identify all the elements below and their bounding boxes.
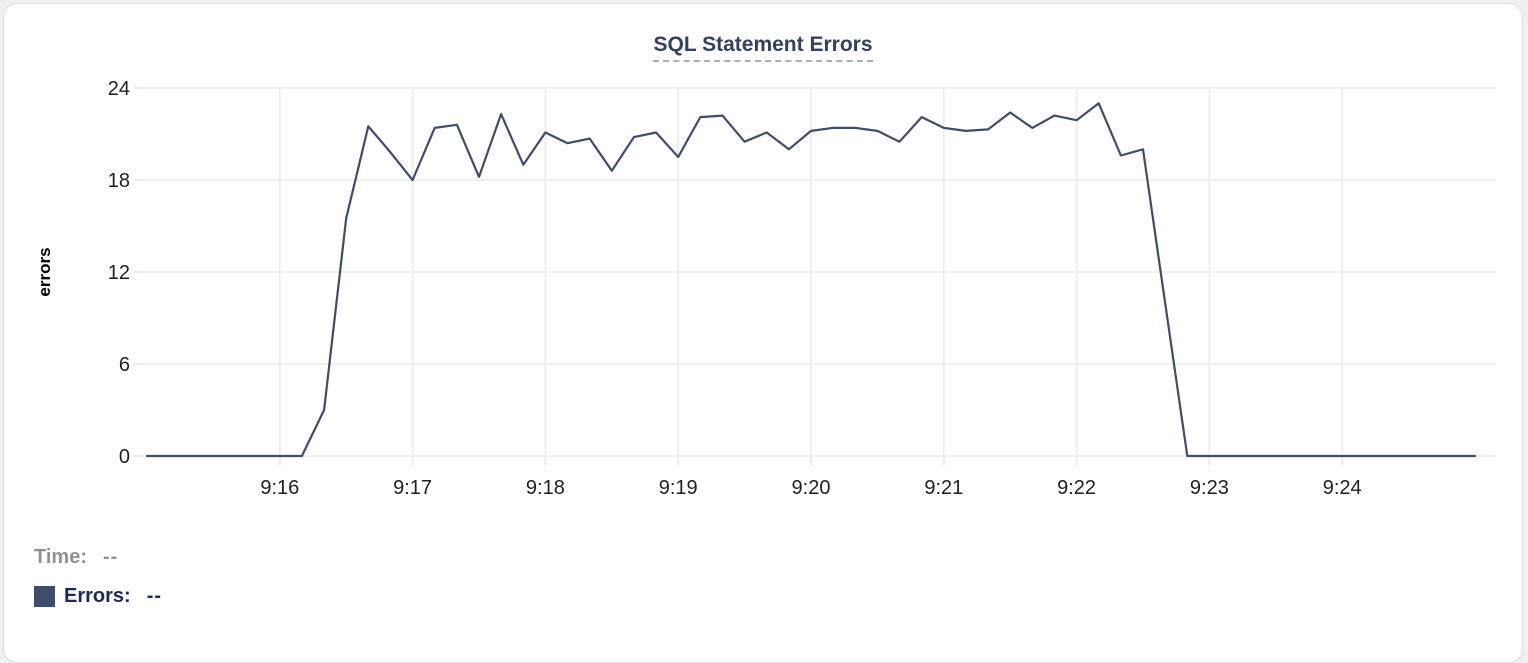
y-axis-title: errors <box>35 247 54 296</box>
chart-card: SQL Statement Errors 0 6 12 18 24 9:16 9:17 9:… <box>3 3 1523 663</box>
y-axis-ticks <box>134 87 144 457</box>
legend-errors-row: Errors: -- <box>34 583 434 609</box>
errors-value: -- <box>146 584 163 607</box>
x-tick-label: 9:23 <box>1190 477 1229 499</box>
x-tick-label: 9:22 <box>1057 477 1096 499</box>
x-tick-label: 9:19 <box>659 477 698 499</box>
errors-line-chart[interactable]: 0 6 12 18 24 9:16 9:17 9:18 9:19 9:20 9:21 9:22 9:2… <box>4 4 1528 519</box>
horizontal-gridlines <box>142 87 1496 457</box>
y-axis-tick-labels: 0 6 12 18 24 <box>108 78 130 468</box>
time-label: Time: <box>34 545 87 568</box>
x-axis-ticks <box>278 456 1344 465</box>
y-tick-label: 24 <box>108 78 130 100</box>
x-tick-label: 9:16 <box>260 477 299 499</box>
y-tick-label: 12 <box>108 262 130 284</box>
time-value: -- <box>102 545 119 568</box>
x-tick-label: 9:20 <box>792 477 831 499</box>
y-tick-label: 0 <box>119 446 130 468</box>
chart-legend: Time: -- Errors: -- <box>34 544 434 622</box>
chart-header: SQL Statement Errors <box>4 33 1522 62</box>
y-tick-label: 6 <box>119 354 130 376</box>
errors-label: Errors: <box>64 584 131 607</box>
errors-series-swatch <box>34 585 55 607</box>
x-tick-label: 9:18 <box>526 477 565 499</box>
legend-time-row: Time: -- <box>34 544 434 570</box>
errors-series-line <box>145 102 1477 458</box>
x-axis-tick-labels: 9:16 9:17 9:18 9:19 9:20 9:21 9:22 9:23 9:24 <box>260 477 1361 499</box>
vertical-gridlines <box>278 88 1343 456</box>
y-tick-label: 18 <box>108 170 130 192</box>
x-tick-label: 9:17 <box>393 477 432 499</box>
chart-title: SQL Statement Errors <box>653 33 873 62</box>
x-tick-label: 9:24 <box>1323 477 1362 499</box>
x-tick-label: 9:21 <box>924 477 963 499</box>
